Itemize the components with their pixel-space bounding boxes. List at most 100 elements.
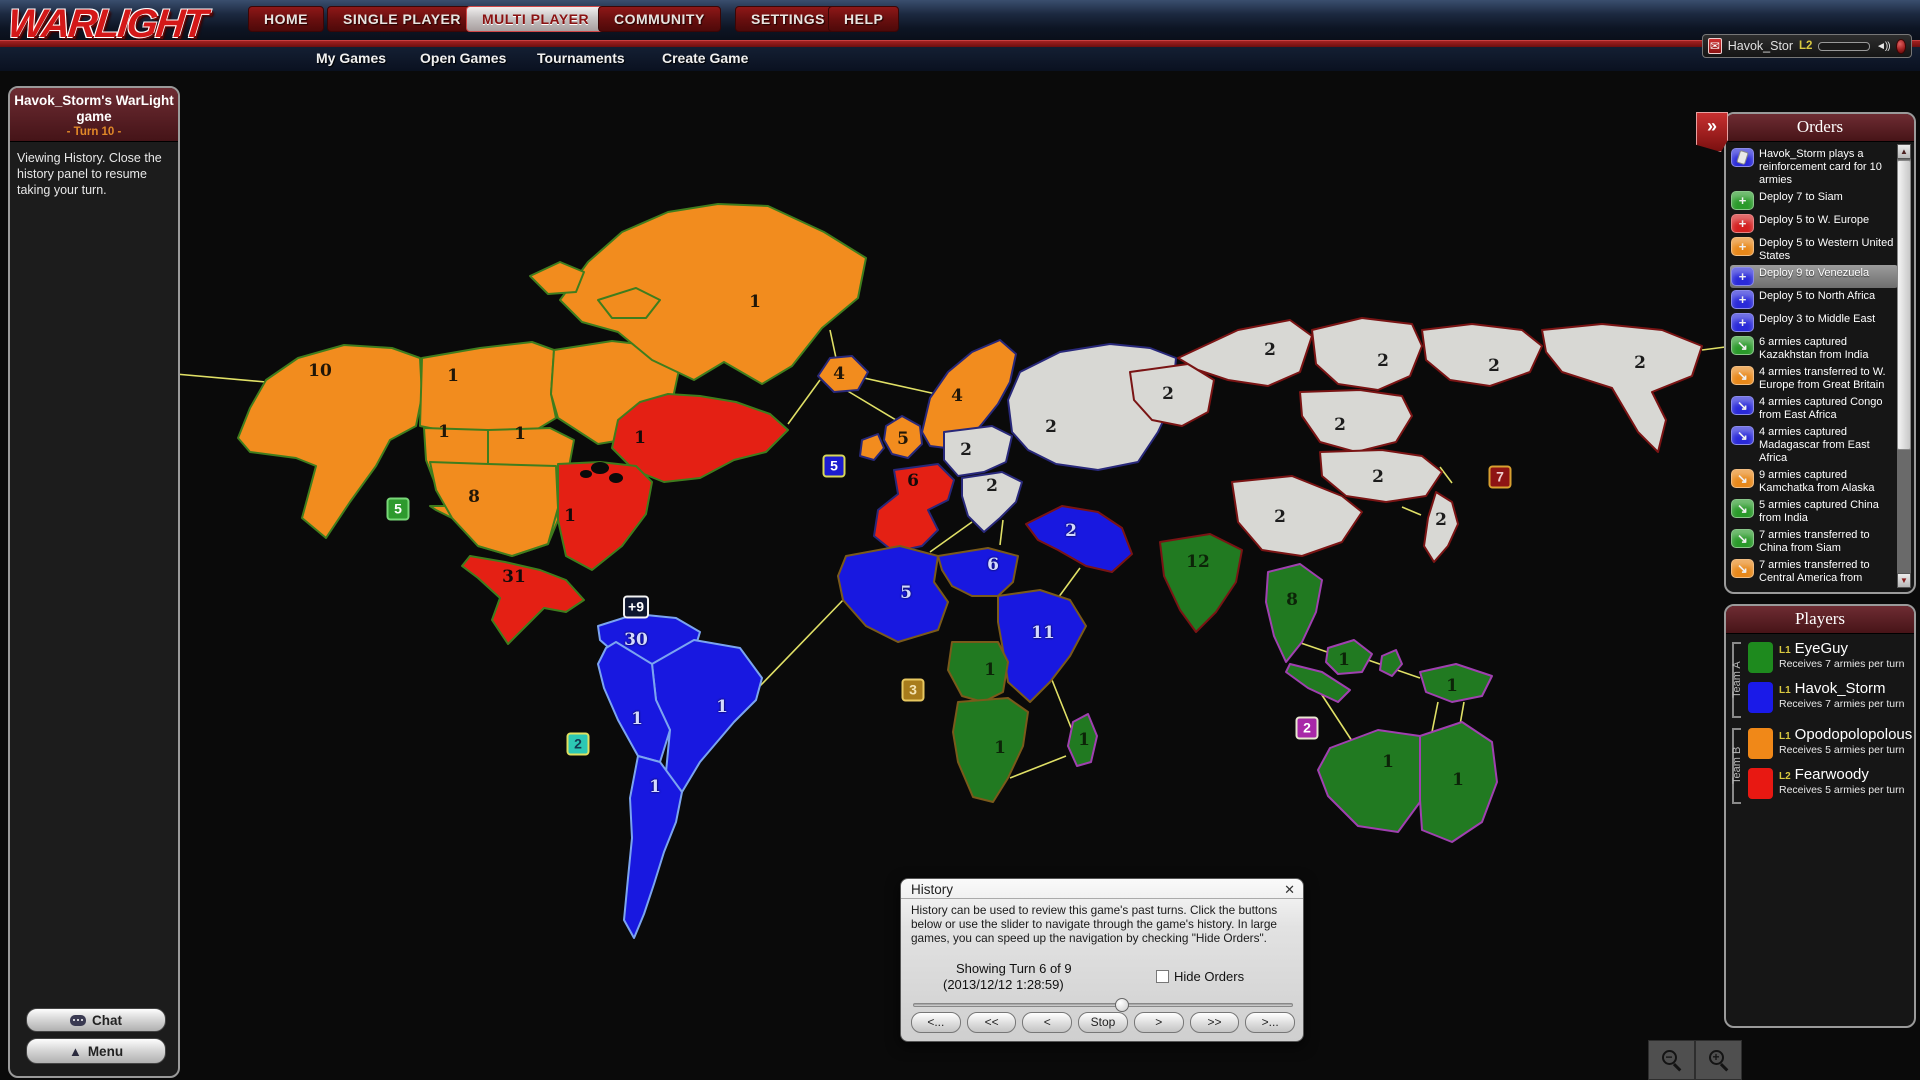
territory-siberia[interactable]	[1311, 317, 1423, 391]
red-orb-icon[interactable]	[1895, 38, 1906, 54]
scroll-down-arrow-icon[interactable]: ▼	[1897, 573, 1911, 588]
game-info-header: Havok_Storm's WarLight game - Turn 10 -	[10, 88, 178, 142]
history-button-prevprev[interactable]: <<	[966, 1012, 1017, 1033]
territory-ireland[interactable]	[859, 433, 885, 461]
nav-settings[interactable]: SETTINGS	[735, 6, 842, 32]
order-item[interactable]: ↘ 4 armies transferred to W. Europe from …	[1730, 364, 1898, 394]
order-item[interactable]: ↘ 5 armies captured China from India	[1730, 497, 1898, 527]
territory-argentina[interactable]	[623, 755, 683, 939]
player-row[interactable]: L1 EyeGuy Receives 7 armies per turn	[1748, 640, 1914, 673]
order-item[interactable]: + Deploy 3 to Middle East	[1730, 311, 1898, 334]
player-row[interactable]: L1 Opodopolopolous Receives 5 armies per t…	[1748, 726, 1914, 759]
zoom-out-button[interactable]: −	[1648, 1040, 1695, 1080]
history-button-nextnext[interactable]: >>	[1189, 1012, 1240, 1033]
order-item[interactable]: ↘ 4 armies captured Madagascar from East …	[1730, 424, 1898, 467]
menu-button[interactable]: ▲ Menu	[26, 1038, 166, 1064]
red-divider-stripe	[0, 40, 1920, 47]
territory-north-africa[interactable]	[837, 545, 949, 643]
nav-home[interactable]: HOME	[248, 6, 324, 32]
territory-china[interactable]	[1231, 475, 1363, 557]
territory-western-europe[interactable]	[873, 463, 955, 553]
close-icon[interactable]: ✕	[1284, 882, 1295, 897]
history-slider[interactable]	[913, 998, 1293, 1012]
xp-progress-bar	[1818, 41, 1870, 51]
chat-button[interactable]: Chat	[26, 1008, 166, 1032]
territory-central-america[interactable]	[461, 555, 585, 645]
player-row[interactable]: L2 Fearwoody Receives 5 armies per turn	[1748, 766, 1914, 799]
zoom-in-button[interactable]: +	[1695, 1040, 1742, 1080]
territory-northern-europe[interactable]	[943, 425, 1013, 477]
nav-multi-player[interactable]: MULTI PLAYER	[466, 6, 606, 32]
territory-india[interactable]	[1159, 533, 1243, 633]
territory-siam[interactable]	[1265, 563, 1323, 663]
orders-collapse-ribbon[interactable]: »	[1696, 112, 1728, 152]
history-button-next[interactable]: >...	[1245, 1012, 1296, 1033]
territory-brazil[interactable]	[651, 639, 763, 793]
subnav-create-game[interactable]: Create Game	[662, 50, 749, 66]
territory-east-africa[interactable]	[997, 589, 1087, 703]
user-status-widget[interactable]: ✉ Havok_Stor L2 ◄))	[1702, 34, 1912, 58]
subnav-open-games[interactable]: Open Games	[420, 50, 507, 66]
nav-single-player[interactable]: SINGLE PLAYER	[327, 6, 478, 32]
nav-community[interactable]: COMMUNITY	[598, 6, 721, 32]
army-count-indonesia: 1	[1338, 650, 1350, 670]
territory-greenland[interactable]	[559, 203, 867, 385]
order-item[interactable]: + Deploy 5 to W. Europe	[1730, 212, 1898, 235]
territory-southern-europe[interactable]	[961, 471, 1023, 533]
territory-yakutsk[interactable]	[1421, 323, 1543, 387]
orders-scrollbar[interactable]: ▲ ▼	[1897, 144, 1911, 588]
history-button-next[interactable]: >	[1133, 1012, 1184, 1033]
territory-alaska[interactable]	[237, 344, 423, 539]
order-item[interactable]: + Deploy 5 to Western United States	[1730, 235, 1898, 265]
territory-western-united-states-main[interactable]	[429, 461, 559, 557]
territory-kamchatka[interactable]	[1541, 323, 1703, 453]
order-item[interactable]: ↘ 7 armies transferred to Central America…	[1730, 557, 1898, 582]
subnav-tournaments[interactable]: Tournaments	[537, 50, 625, 66]
territory-eastern-united-states[interactable]	[557, 461, 653, 571]
history-slider-thumb[interactable]	[1114, 998, 1129, 1012]
order-item[interactable]: + Deploy 5 to North Africa	[1730, 288, 1898, 311]
scrollbar-thumb[interactable]	[1897, 160, 1911, 450]
history-buttons-row: <... << < Stop > >> >...	[911, 1012, 1296, 1033]
order-item[interactable]: + Deploy 9 to Venezuela	[1730, 265, 1898, 288]
hide-orders-checkbox[interactable]	[1156, 970, 1169, 983]
territory-western-australia[interactable]	[1317, 729, 1421, 833]
territory-arctic-island-1[interactable]	[529, 261, 585, 295]
territory-arctic-island-2[interactable]	[597, 287, 661, 319]
subnav-my-games[interactable]: My Games	[316, 50, 387, 66]
territory-mongolia[interactable]	[1319, 449, 1443, 503]
territory-egypt[interactable]	[937, 547, 1019, 597]
territory-south-africa[interactable]	[952, 697, 1029, 803]
territory-madagascar[interactable]	[1067, 713, 1098, 767]
history-button-Stop[interactable]: Stop	[1078, 1012, 1128, 1033]
territory-indonesia-sulawesi[interactable]	[1379, 649, 1403, 677]
territory-new-guinea[interactable]	[1419, 663, 1493, 703]
nav-help[interactable]: HELP	[828, 6, 900, 32]
history-button-prev[interactable]: <	[1022, 1012, 1073, 1033]
territory-iceland[interactable]	[817, 355, 869, 393]
army-count-eastern-australia: 1	[1452, 770, 1464, 790]
history-button-prev[interactable]: <...	[911, 1012, 961, 1033]
hide-orders-label: Hide Orders	[1174, 969, 1245, 984]
order-item[interactable]: ↘ 9 armies captured Kamchatka from Alaska	[1730, 467, 1898, 497]
scroll-up-arrow-icon[interactable]: ▲	[1897, 144, 1911, 159]
speaker-icon[interactable]: ◄))	[1875, 40, 1891, 52]
territory-japan[interactable]	[1423, 491, 1459, 563]
order-item[interactable]: Havok_Storm plays a reinforcement card f…	[1730, 146, 1898, 189]
order-item[interactable]: ↘ 6 armies captured Kazakhstan from India	[1730, 334, 1898, 364]
territory-congo[interactable]	[947, 641, 1009, 703]
territory-great-britain[interactable]	[883, 415, 923, 459]
order-item[interactable]: + Deploy 7 to Siam	[1730, 189, 1898, 212]
territory-indonesia-sumatra[interactable]	[1285, 663, 1351, 703]
territory-middle-east[interactable]	[1025, 505, 1133, 573]
order-item[interactable]: ↘ 7 armies transferred to China from Siam	[1730, 527, 1898, 557]
territory-eastern-australia[interactable]	[1419, 721, 1498, 843]
territory-ural[interactable]	[1177, 319, 1313, 387]
order-item[interactable]: ↘ 4 armies captured Congo from East Afric…	[1730, 394, 1898, 424]
mail-icon[interactable]: ✉	[1708, 38, 1722, 54]
territory-quebec[interactable]	[611, 393, 789, 483]
territory-indonesia-borneo[interactable]	[1325, 639, 1373, 675]
territory-irkutsk[interactable]	[1299, 389, 1413, 453]
player-row[interactable]: L1 Havok_Storm Receives 7 armies per turn	[1748, 680, 1914, 713]
history-titlebar[interactable]: History ✕	[901, 879, 1303, 899]
